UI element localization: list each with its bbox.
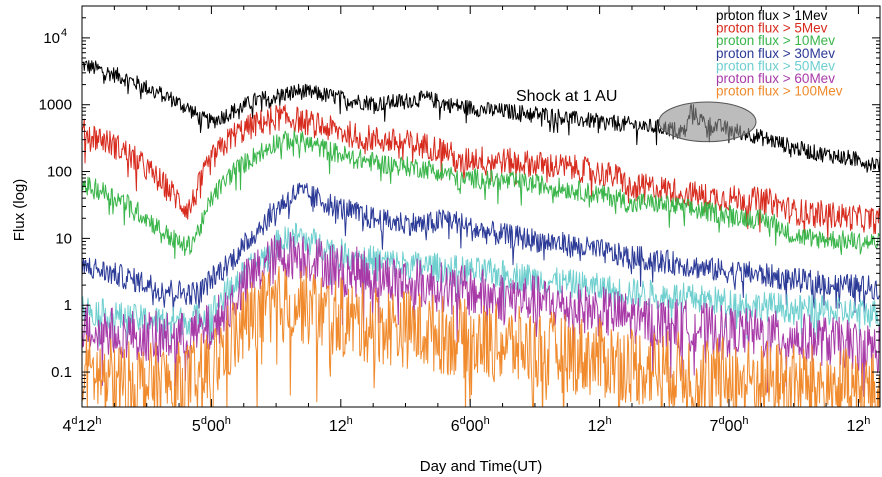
y-tick-label: 10 — [55, 230, 72, 247]
series-line-proton-flux-1mev — [82, 60, 880, 173]
x-tick-label: 7d00h — [710, 415, 749, 435]
legend-entry-proton-flux-50mev: proton flux > 50Mev — [716, 58, 835, 73]
y-tick-label: 10 — [43, 30, 60, 47]
y-tick-label: 100 — [47, 164, 72, 181]
series-line-proton-flux-30mev — [82, 182, 880, 314]
y-tick-label: 1000 — [39, 97, 72, 114]
legend-entry-proton-flux-30mev: proton flux > 30Mev — [716, 46, 835, 61]
x-tick-label: 12h — [846, 415, 870, 435]
y-tick-label: 0.1 — [51, 364, 72, 381]
legend-entry-proton-flux-5mev: proton flux > 5Mev — [716, 21, 828, 36]
legend-entry-proton-flux-60mev: proton flux > 60Mev — [716, 71, 835, 86]
legend-entry-proton-flux-100mev: proton flux > 100Mev — [716, 84, 843, 99]
x-tick-label: 12h — [588, 415, 612, 435]
shock-annotation-label: Shock at 1 AU — [516, 88, 617, 105]
x-tick-label: 6d00h — [451, 415, 490, 435]
y-tick-label-exponent: 4 — [61, 27, 67, 39]
x-tick-label: 4d12h — [63, 415, 102, 435]
x-tick-label: 5d00h — [192, 415, 231, 435]
y-axis-title: Flux (log) — [11, 179, 28, 242]
series-line-proton-flux-5mev — [82, 104, 880, 241]
annotation-layer — [658, 101, 757, 143]
series-line-proton-flux-100mev — [82, 266, 880, 407]
y-tick-label: 1 — [64, 297, 72, 314]
series-layer — [82, 60, 880, 407]
shock-ellipse — [658, 101, 757, 143]
x-axis-title: Day and Time(UT) — [420, 458, 543, 475]
legend-entry-proton-flux-1mev: proton flux > 1Mev — [716, 8, 828, 23]
legend-entry-proton-flux-10mev: proton flux > 10Mev — [716, 33, 835, 48]
series-line-proton-flux-10mev — [82, 130, 880, 259]
series-line-proton-flux-60mev — [82, 231, 880, 397]
x-tick-label: 12h — [329, 415, 353, 435]
